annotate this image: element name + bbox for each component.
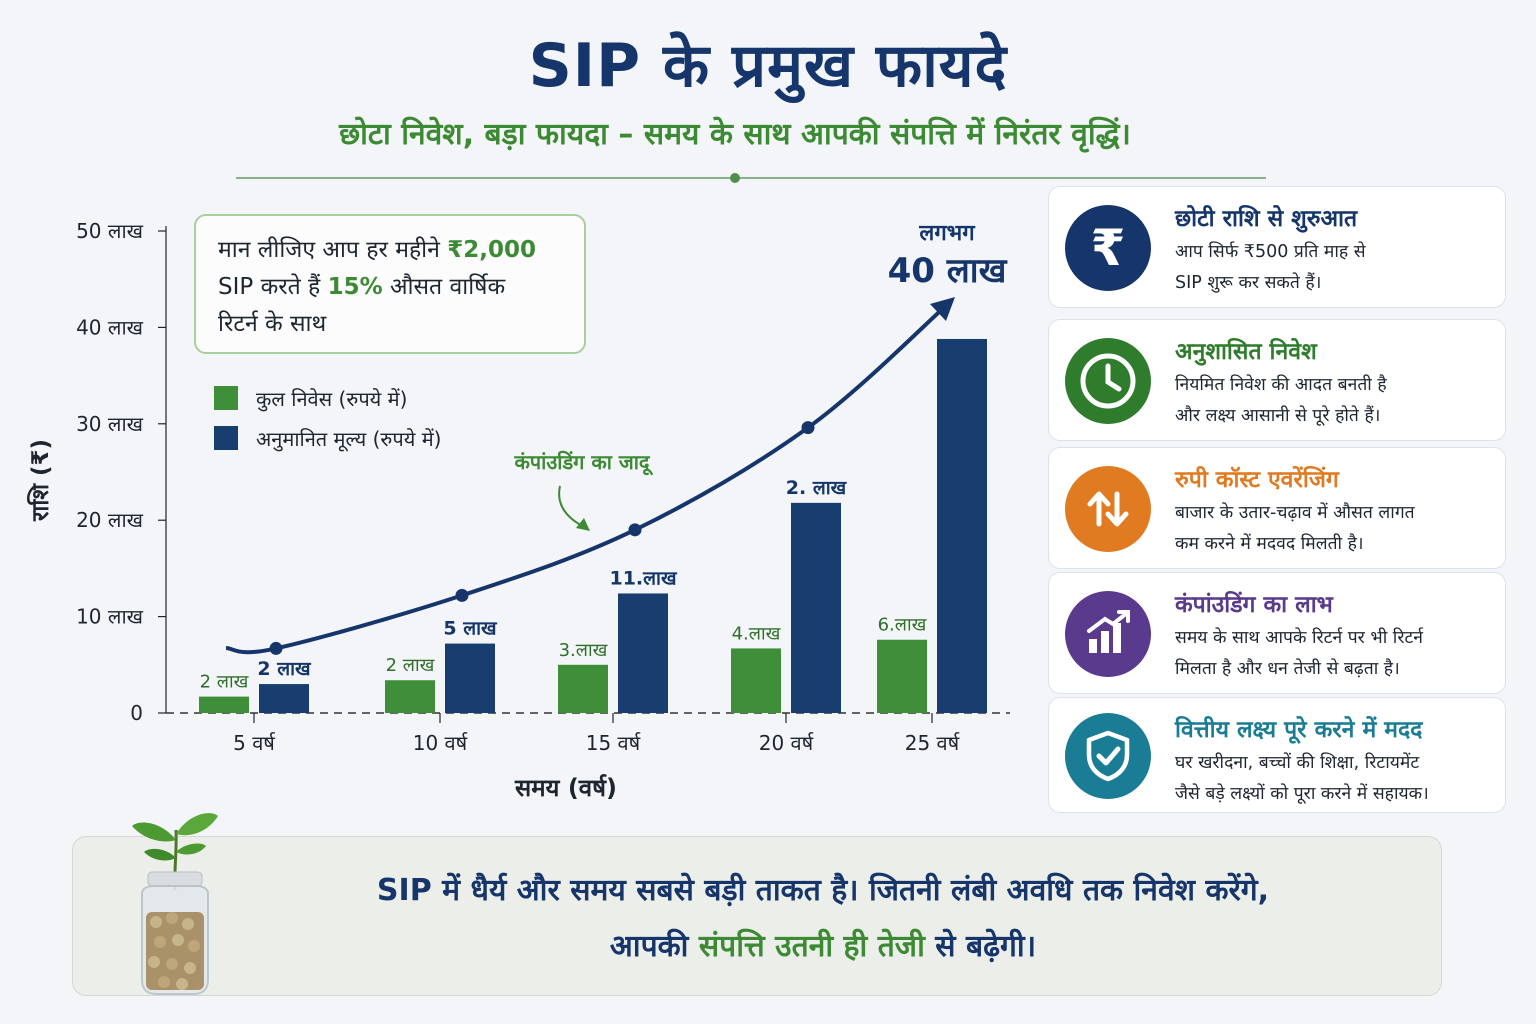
x-tick-label: 10 वर्ष <box>413 731 468 755</box>
trend-point <box>801 421 815 435</box>
bar-invested <box>731 648 781 713</box>
callout-rate: 15% <box>327 274 383 300</box>
data-label-invested: 3.लाख <box>559 640 608 661</box>
coin-jar-plant-illustration <box>132 813 218 995</box>
shield-check-icon <box>1065 713 1151 799</box>
x-tick-label: 25 वर्ष <box>905 731 960 755</box>
bar-invested <box>199 696 249 713</box>
up-down-arrows-icon <box>1065 466 1151 552</box>
trend-point <box>455 588 469 602</box>
benefit-title: कंपांउडिंग का लाभ <box>1175 592 1333 618</box>
annotation-arrowhead <box>576 518 590 531</box>
page-title: SIP के प्रमुख फायदे <box>528 31 1008 101</box>
callout-text-2: SIP करते हैं <box>218 274 328 300</box>
y-axis-label: राशि (₹) <box>26 439 54 522</box>
x-axis-label: समय (वर्ष) <box>514 774 617 802</box>
y-tick-label: 10 लाख <box>76 605 144 629</box>
benefit-desc-line: मिलता है और धन तेजी से बढ़ता है। <box>1175 659 1400 679</box>
chart-legend: कुल निवेस (रुपये में) अनुमानित मूल्य (रु… <box>214 378 441 458</box>
benefit-card: रुपी कॉस्ट एवरेंजिंग बाजार के उतार-चढ़ाव… <box>1048 447 1506 569</box>
compounding-annotation: कंपांउडिंग का जादू <box>513 450 653 476</box>
sip-assumption-callout: मान लीजिए आप हर महीने ₹2,000 SIP करते है… <box>194 214 586 354</box>
x-tick-label: 15 वर्ष <box>586 731 641 755</box>
legend-swatch-invested <box>214 386 238 410</box>
benefit-desc-line: समय के साथ आपके रिटर्न पर भी रिटर्न <box>1175 628 1424 648</box>
benefit-card: ₹ छोटी राशि से शुरुआत आप सिर्फ ₹500 प्रत… <box>1048 186 1506 308</box>
bar-invested <box>385 680 435 713</box>
y-tick-label: 0 <box>130 701 143 725</box>
growth-chart-icon <box>1065 591 1151 677</box>
benefit-title: छोटी राशि से शुरुआत <box>1175 206 1358 232</box>
data-label-estimated: 2 लाख <box>257 658 312 680</box>
clock-icon <box>1065 338 1151 424</box>
footer-message: SIP में धैर्य और समय सबसे बड़ी ताकत है। … <box>273 863 1373 975</box>
data-label-estimated: 11.लाख <box>609 567 677 589</box>
growth-trend-line <box>225 300 952 655</box>
trend-point <box>269 641 283 655</box>
benefit-description: नियमित निवेश की आदत बनती है और लक्ष्य आसा… <box>1175 370 1505 432</box>
y-tick-label: 50 लाख <box>76 219 144 243</box>
benefit-desc-line: आप सिर्फ ₹500 प्रति माह से <box>1175 242 1366 262</box>
bar-estimated <box>937 338 987 713</box>
legend-label-invested: कुल निवेस (रुपये में) <box>256 386 408 411</box>
benefit-desc-line: घर खरीदना, बच्चों की शिक्षा, रिटायमेंट <box>1175 753 1420 773</box>
benefit-description: घर खरीदना, बच्चों की शिक्षा, रिटायमेंट जै… <box>1175 748 1505 810</box>
trend-arrowhead <box>930 297 955 321</box>
bar-estimated <box>259 684 309 713</box>
y-tick-label: 30 लाख <box>76 412 144 436</box>
peak-label-value: 40 लाख <box>888 251 1008 291</box>
footer-line-2b: संपत्ति उतनी ही तेजी <box>698 929 925 964</box>
benefit-desc-line: कम करने में मदवद मिलती है। <box>1175 534 1364 554</box>
footer-line-2c: से बढ़ेगी। <box>924 929 1037 964</box>
data-label-invested: 2 लाख <box>386 655 435 676</box>
benefit-desc-line: और लक्ष्य आसानी से पूरे होते हैं। <box>1175 406 1381 426</box>
data-label-invested: 4.लाख <box>732 623 781 644</box>
x-tick-label: 5 वर्ष <box>233 731 276 755</box>
benefit-card: अनुशासित निवेश नियमित निवेश की आदत बनती … <box>1048 319 1506 441</box>
svg-text:₹: ₹ <box>1091 219 1126 277</box>
legend-swatch-estimated <box>214 426 238 450</box>
footer-line-2a: आपकी <box>609 929 699 964</box>
benefit-desc-line: जैसे बड़े लक्ष्यों को पूरा करने में सहाय… <box>1175 784 1429 804</box>
legend-item-invested: कुल निवेस (रुपये में) <box>214 378 441 418</box>
benefit-card: वित्तीय लक्ष्य पूरे करने में मदद घर खरीद… <box>1048 697 1506 813</box>
peak-label-top: लगभग <box>918 221 976 246</box>
rupee-icon: ₹ <box>1065 205 1151 291</box>
callout-text-3: औसत वार्षिक <box>382 274 506 300</box>
data-label-estimated: 2. लाख <box>786 477 848 499</box>
benefit-description: आप सिर्फ ₹500 प्रति माह से SIP शुरू कर सक… <box>1175 237 1505 299</box>
legend-label-estimated: अनुमानित मूल्य (रुपये में) <box>256 426 442 451</box>
benefit-desc-line: SIP शुरू कर सकते हैं। <box>1175 273 1322 293</box>
title-divider <box>236 173 1266 183</box>
data-label-estimated: 5 लाख <box>443 618 498 640</box>
bar-estimated <box>791 502 841 713</box>
legend-item-estimated: अनुमानित मूल्य (रुपये में) <box>214 418 441 458</box>
callout-amount: ₹2,000 <box>447 237 536 263</box>
y-tick-label: 20 लाख <box>76 508 144 532</box>
benefit-desc-line: बाजार के उतार-चढ़ाव में औसत लागत <box>1175 503 1415 523</box>
benefit-title: रुपी कॉस्ट एवरेंजिंग <box>1175 467 1339 493</box>
data-label-invested: 2 लाख <box>200 672 249 693</box>
x-tick-label: 20 वर्ष <box>759 731 814 755</box>
page-subtitle: छोटा निवेश, बड़ा फायदा – समय के साथ आपकी… <box>339 117 1131 152</box>
footer-line-1: SIP में धैर्य और समय सबसे बड़ी ताकत है। … <box>376 873 1270 908</box>
bar-estimated <box>445 643 495 713</box>
benefit-card: कंपांउडिंग का लाभ समय के साथ आपके रिटर्न… <box>1048 572 1506 694</box>
benefit-description: समय के साथ आपके रिटर्न पर भी रिटर्न मिलता… <box>1175 623 1505 685</box>
callout-text-4: रिटर्न के साथ <box>218 311 327 337</box>
benefit-title: अनुशासित निवेश <box>1175 339 1317 365</box>
trend-point <box>628 523 642 537</box>
footer-banner: SIP में धैर्य और समय सबसे बड़ी ताकत है। … <box>72 836 1442 996</box>
y-tick-label: 40 लाख <box>76 315 144 339</box>
callout-text-1: मान लीजिए आप हर महीने <box>218 237 448 263</box>
bar-estimated <box>618 593 668 713</box>
data-label-invested: 6.लाख <box>878 615 927 636</box>
benefit-description: बाजार के उतार-चढ़ाव में औसत लागत कम करने … <box>1175 498 1505 560</box>
sip-growth-chart: 0 10 लाख 20 लाख 30 लाख 40 लाख 50 लाख राशि (₹) 5… <box>26 219 1010 802</box>
bar-invested <box>558 664 608 713</box>
bar-invested <box>877 639 927 713</box>
benefit-desc-line: नियमित निवेश की आदत बनती है <box>1175 375 1387 395</box>
benefit-title: वित्तीय लक्ष्य पूरे करने में मदद <box>1175 717 1423 743</box>
